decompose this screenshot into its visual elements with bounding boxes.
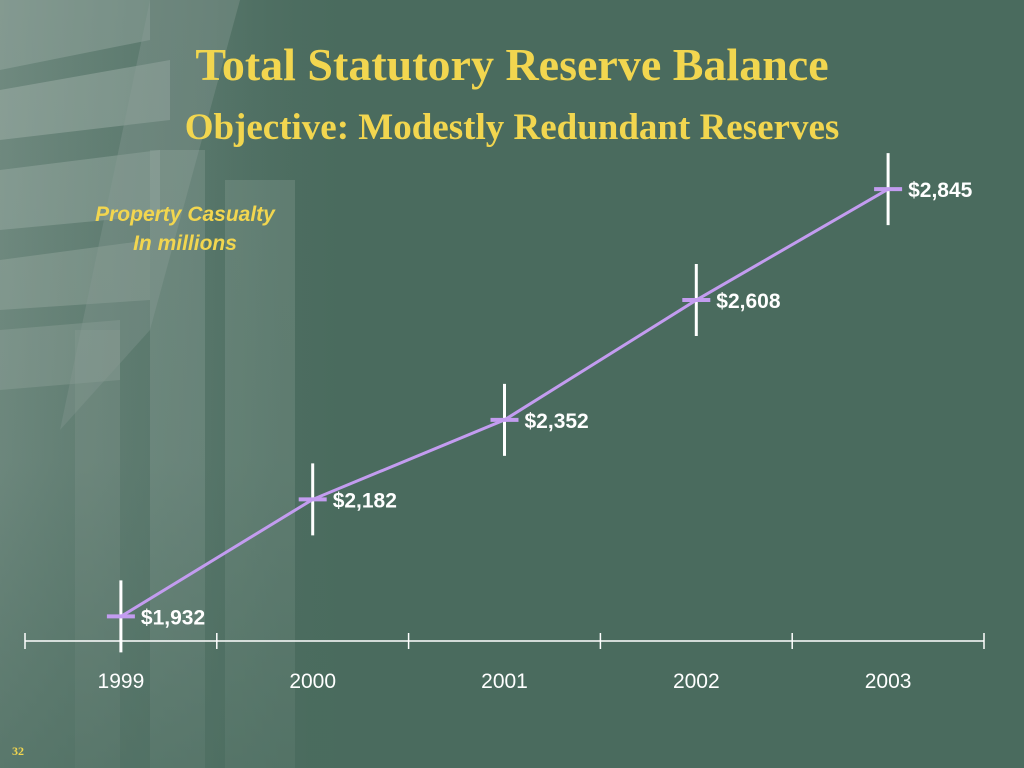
units-note-line2: In millions bbox=[133, 232, 237, 255]
data-value-label: $2,608 bbox=[716, 290, 781, 313]
value-labels: $1,932 $2,182 $2,352 $2,608 $2,845 bbox=[141, 179, 973, 629]
data-value-label: $2,182 bbox=[333, 489, 397, 512]
x-tick-label: 2001 bbox=[481, 670, 528, 693]
error-bars bbox=[119, 153, 890, 653]
units-note: Property Casualty In millions bbox=[40, 200, 330, 258]
chart-title: Total Statutory Reserve Balance bbox=[195, 39, 829, 90]
slide-number: 32 bbox=[12, 744, 24, 758]
units-note-line1: Property Casualty bbox=[95, 203, 275, 226]
data-value-label: $2,845 bbox=[908, 179, 973, 202]
data-markers bbox=[106, 187, 903, 619]
x-tick-label: 2003 bbox=[865, 670, 912, 693]
chart-subtitle: Objective: Modestly Redundant Reserves bbox=[184, 107, 840, 148]
x-tick-label: 2002 bbox=[673, 670, 720, 693]
x-tick-label: 1999 bbox=[98, 670, 145, 693]
data-value-label: $1,932 bbox=[141, 606, 205, 629]
x-tick-labels: 1999 2000 2001 2002 2003 bbox=[98, 670, 912, 693]
x-axis bbox=[24, 633, 985, 649]
data-value-label: $2,352 bbox=[525, 410, 589, 433]
x-tick-label: 2000 bbox=[289, 670, 336, 693]
